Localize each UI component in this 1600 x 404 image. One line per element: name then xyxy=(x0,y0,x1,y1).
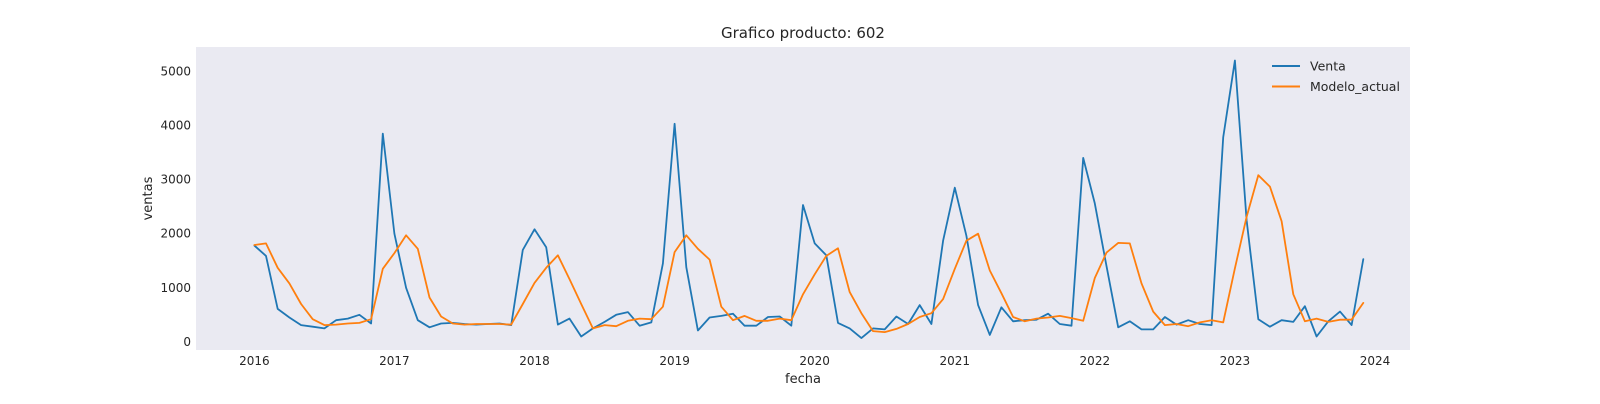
y-tick-label: 2000 xyxy=(160,227,191,241)
y-tick-label: 1000 xyxy=(160,281,191,295)
legend-label: Venta xyxy=(1310,59,1346,74)
y-tick-label: 3000 xyxy=(160,173,191,187)
legend: Venta Modelo_actual xyxy=(1272,59,1400,94)
legend-label: Modelo_actual xyxy=(1310,79,1400,94)
y-tick-label: 5000 xyxy=(160,64,191,78)
y-tick-label: 4000 xyxy=(160,118,191,132)
chart-title: Grafico producto: 602 xyxy=(721,24,885,42)
y-tick-label: 0 xyxy=(183,335,191,349)
x-tick-label: 2016 xyxy=(239,354,270,368)
x-tick-label: 2018 xyxy=(519,354,550,368)
series-line-modelo_actual xyxy=(253,174,1365,334)
x-tick-label: 2017 xyxy=(379,354,410,368)
x-tick-label: 2023 xyxy=(1220,354,1251,368)
x-tick-label: 2022 xyxy=(1080,354,1111,368)
x-tick-label: 2024 xyxy=(1360,354,1391,368)
series-layer xyxy=(253,59,1365,340)
x-axis-ticks: 2016 2017 2018 2019 2020 2021 2022 2023 2024 xyxy=(239,354,1390,368)
x-tick-label: 2021 xyxy=(939,354,970,368)
x-tick-label: 2020 xyxy=(799,354,830,368)
y-axis-label: ventas xyxy=(141,176,156,220)
x-tick-label: 2019 xyxy=(659,354,690,368)
plot-area xyxy=(196,47,1410,350)
y-axis-ticks: 0 1000 2000 3000 4000 5000 xyxy=(160,64,191,349)
x-axis-label: fecha xyxy=(785,372,821,387)
